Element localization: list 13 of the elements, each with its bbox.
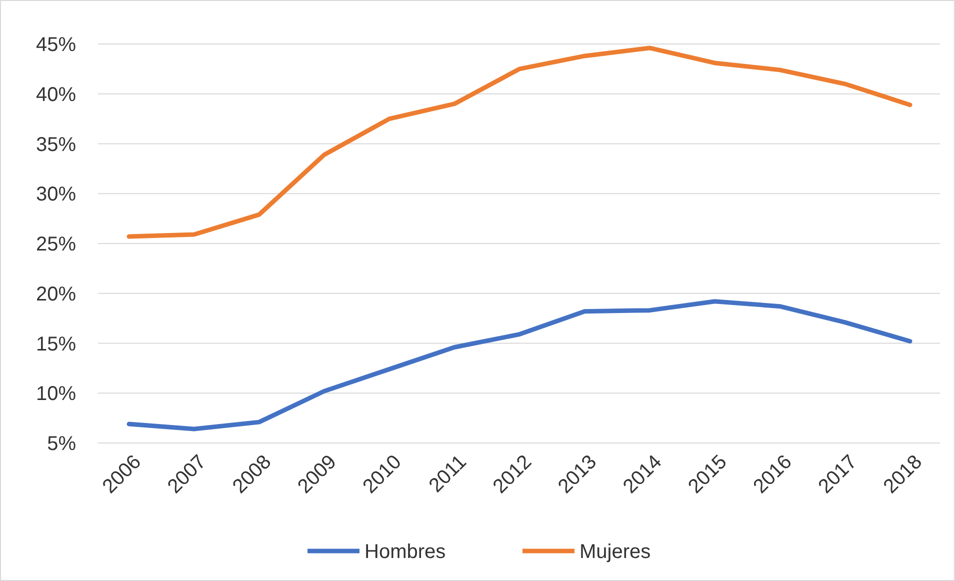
- y-tick-label: 10%: [36, 383, 76, 406]
- y-tick-label: 15%: [36, 333, 76, 356]
- legend-label: Hombres: [364, 541, 446, 563]
- y-tick-label: 45%: [36, 34, 76, 56]
- y-tick-label: 25%: [36, 234, 76, 256]
- y-tick-label: 35%: [36, 134, 76, 156]
- y-tick-label: 40%: [36, 84, 76, 106]
- y-tick-label: 30%: [36, 184, 76, 206]
- y-tick-label: 20%: [36, 283, 76, 306]
- line-series: [126, 299, 912, 432]
- y-tick-label: 5%: [47, 433, 76, 455]
- legend-label: Mujeres: [580, 541, 651, 563]
- line-series: [126, 46, 912, 239]
